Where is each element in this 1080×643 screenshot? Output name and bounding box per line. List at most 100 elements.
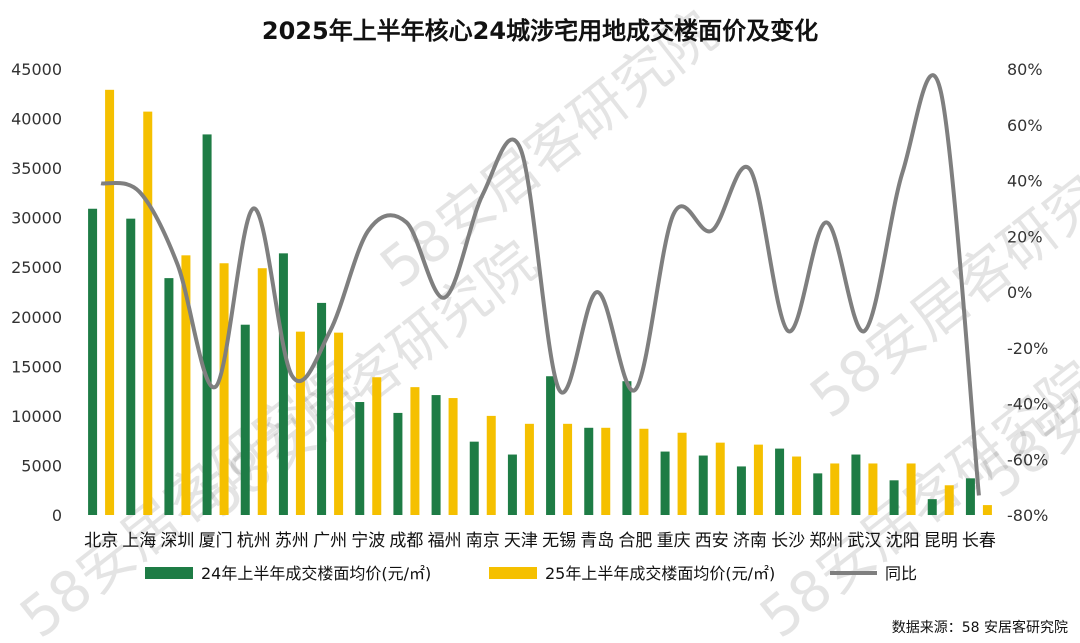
category-label: 郑州 — [809, 531, 843, 551]
left-axis-tick-label: 0 — [52, 506, 62, 525]
bar-24h1 — [88, 208, 98, 515]
right-axis-tick-label: -20% — [1007, 339, 1048, 358]
left-axis-tick-label: 20000 — [11, 308, 62, 327]
bar-25h1 — [982, 505, 992, 515]
bar-24h1 — [126, 218, 136, 515]
legend-label-yoy: 同比 — [885, 564, 917, 583]
bar-group — [88, 89, 992, 516]
bar-25h1 — [830, 463, 840, 515]
bar-25h1 — [563, 423, 573, 515]
bar-24h1 — [584, 427, 594, 515]
bar-24h1 — [507, 454, 517, 515]
bar-24h1 — [164, 278, 174, 515]
right-axis: 80% 60% 40% 20% 0% -20% -40% -60% -80% — [1007, 60, 1048, 525]
bar-25h1 — [143, 111, 153, 516]
bar-24h1 — [813, 473, 823, 515]
left-axis-tick-label: 45000 — [11, 60, 62, 79]
category-label: 昆明 — [924, 531, 958, 551]
category-label: 济南 — [733, 531, 767, 551]
category-label: 青岛 — [580, 531, 614, 551]
bar-24h1 — [393, 412, 403, 515]
bar-24h1 — [469, 441, 479, 515]
bar-25h1 — [295, 331, 305, 515]
category-label: 福州 — [428, 531, 462, 551]
category-label: 广州 — [313, 531, 347, 551]
right-axis-tick-label: 60% — [1007, 116, 1043, 135]
bar-24h1 — [698, 455, 708, 515]
bar-25h1 — [334, 332, 344, 515]
bar-25h1 — [410, 387, 420, 515]
bar-25h1 — [219, 263, 229, 515]
left-axis-tick-label: 30000 — [11, 209, 62, 228]
category-label: 西安 — [695, 531, 729, 551]
category-label: 北京 — [84, 531, 118, 551]
bar-25h1 — [944, 485, 954, 515]
bar-24h1 — [775, 448, 785, 515]
category-label: 南京 — [466, 531, 500, 551]
legend-swatch-25h1 — [489, 567, 537, 579]
bar-24h1 — [889, 480, 899, 515]
right-axis-tick-label: -40% — [1007, 395, 1048, 414]
bar-25h1 — [181, 255, 191, 515]
bar-25h1 — [372, 377, 382, 515]
category-label: 成都 — [389, 531, 423, 551]
category-label: 天津 — [504, 531, 538, 551]
bar-24h1 — [317, 302, 327, 515]
left-axis-tick-label: 5000 — [21, 456, 62, 475]
bar-24h1 — [927, 499, 937, 515]
bar-25h1 — [868, 463, 878, 515]
bar-25h1 — [601, 427, 611, 515]
right-axis-tick-label: 80% — [1007, 60, 1043, 79]
category-label: 上海 — [122, 531, 156, 551]
category-label: 沈阳 — [886, 531, 920, 551]
category-label: 合肥 — [618, 531, 652, 551]
bar-24h1 — [660, 451, 670, 515]
bar-25h1 — [792, 456, 802, 515]
bar-25h1 — [677, 432, 687, 515]
bar-25h1 — [448, 398, 458, 515]
category-label: 宁波 — [351, 531, 385, 551]
bar-25h1 — [753, 444, 763, 515]
bar-25h1 — [906, 463, 916, 515]
category-label: 无锡 — [542, 531, 576, 551]
bar-25h1 — [715, 442, 725, 515]
bar-24h1 — [965, 478, 975, 515]
legend-label-24h1: 24年上半年成交楼面均价(元/㎡) — [201, 564, 431, 583]
bar-24h1 — [851, 454, 861, 515]
right-axis-tick-label: -60% — [1007, 450, 1048, 469]
left-axis-tick-label: 40000 — [11, 110, 62, 129]
left-axis: 45000 40000 35000 30000 25000 20000 15000 10000… — [11, 60, 62, 525]
category-label: 深圳 — [160, 531, 194, 551]
bar-24h1 — [202, 134, 212, 515]
bar-24h1 — [355, 402, 365, 515]
right-axis-tick-label: 20% — [1007, 227, 1043, 246]
legend-swatch-24h1 — [145, 567, 193, 579]
bar-24h1 — [278, 253, 288, 515]
category-label: 武汉 — [847, 531, 881, 551]
category-labels: 北京 上海 深圳 厦门 杭州 苏州 广州 宁波 成都 福州 南京 天津 无锡 青岛 合肥 重庆 西安 济南 长沙 郑州… — [84, 531, 996, 551]
bar-25h1 — [524, 423, 534, 515]
left-axis-tick-label: 15000 — [11, 357, 62, 376]
category-label: 长沙 — [771, 531, 805, 551]
right-axis-tick-label: 40% — [1007, 172, 1043, 191]
category-label: 重庆 — [657, 531, 691, 551]
category-label: 厦门 — [199, 531, 233, 551]
right-axis-tick-label: 0% — [1007, 283, 1032, 302]
left-axis-tick-label: 10000 — [11, 407, 62, 426]
bar-24h1 — [431, 395, 441, 515]
bar-24h1 — [622, 381, 632, 515]
category-label: 长春 — [962, 531, 996, 551]
legend: 24年上半年成交楼面均价(元/㎡) 25年上半年成交楼面均价(元/㎡) 同比 — [145, 564, 917, 583]
legend-label-25h1: 25年上半年成交楼面均价(元/㎡) — [545, 564, 775, 583]
source-note: 数据来源：58 安居客研究院 — [892, 619, 1068, 636]
chart-title: 2025年上半年核心24城涉宅用地成交楼面价及变化 — [262, 17, 818, 45]
bar-25h1 — [257, 268, 267, 515]
left-axis-tick-label: 35000 — [11, 159, 62, 178]
bar-25h1 — [105, 89, 115, 516]
left-axis-tick-label: 25000 — [11, 258, 62, 277]
category-label: 杭州 — [237, 531, 271, 551]
right-axis-tick-label: -80% — [1007, 506, 1048, 525]
yoy-line-group — [100, 73, 981, 496]
bar-24h1 — [736, 466, 746, 515]
